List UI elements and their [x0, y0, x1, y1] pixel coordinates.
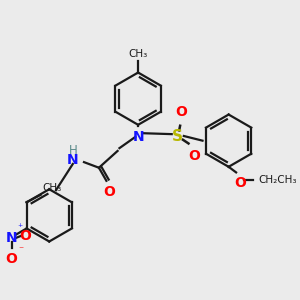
Text: O: O	[103, 184, 115, 199]
Text: CH₃: CH₃	[128, 50, 148, 59]
Text: CH₃: CH₃	[43, 183, 62, 193]
Text: O: O	[175, 105, 187, 119]
Text: S: S	[172, 128, 183, 143]
Text: ⁻: ⁻	[18, 245, 23, 255]
Text: O: O	[234, 176, 246, 190]
Text: CH₂CH₃: CH₂CH₃	[259, 175, 297, 185]
Text: N: N	[6, 231, 17, 245]
Text: H: H	[69, 145, 77, 158]
Text: O: O	[188, 149, 200, 163]
Text: N: N	[132, 130, 144, 144]
Text: ⁺: ⁺	[17, 223, 22, 233]
Text: O: O	[19, 229, 31, 243]
Text: N: N	[67, 153, 78, 167]
Text: O: O	[6, 252, 18, 266]
